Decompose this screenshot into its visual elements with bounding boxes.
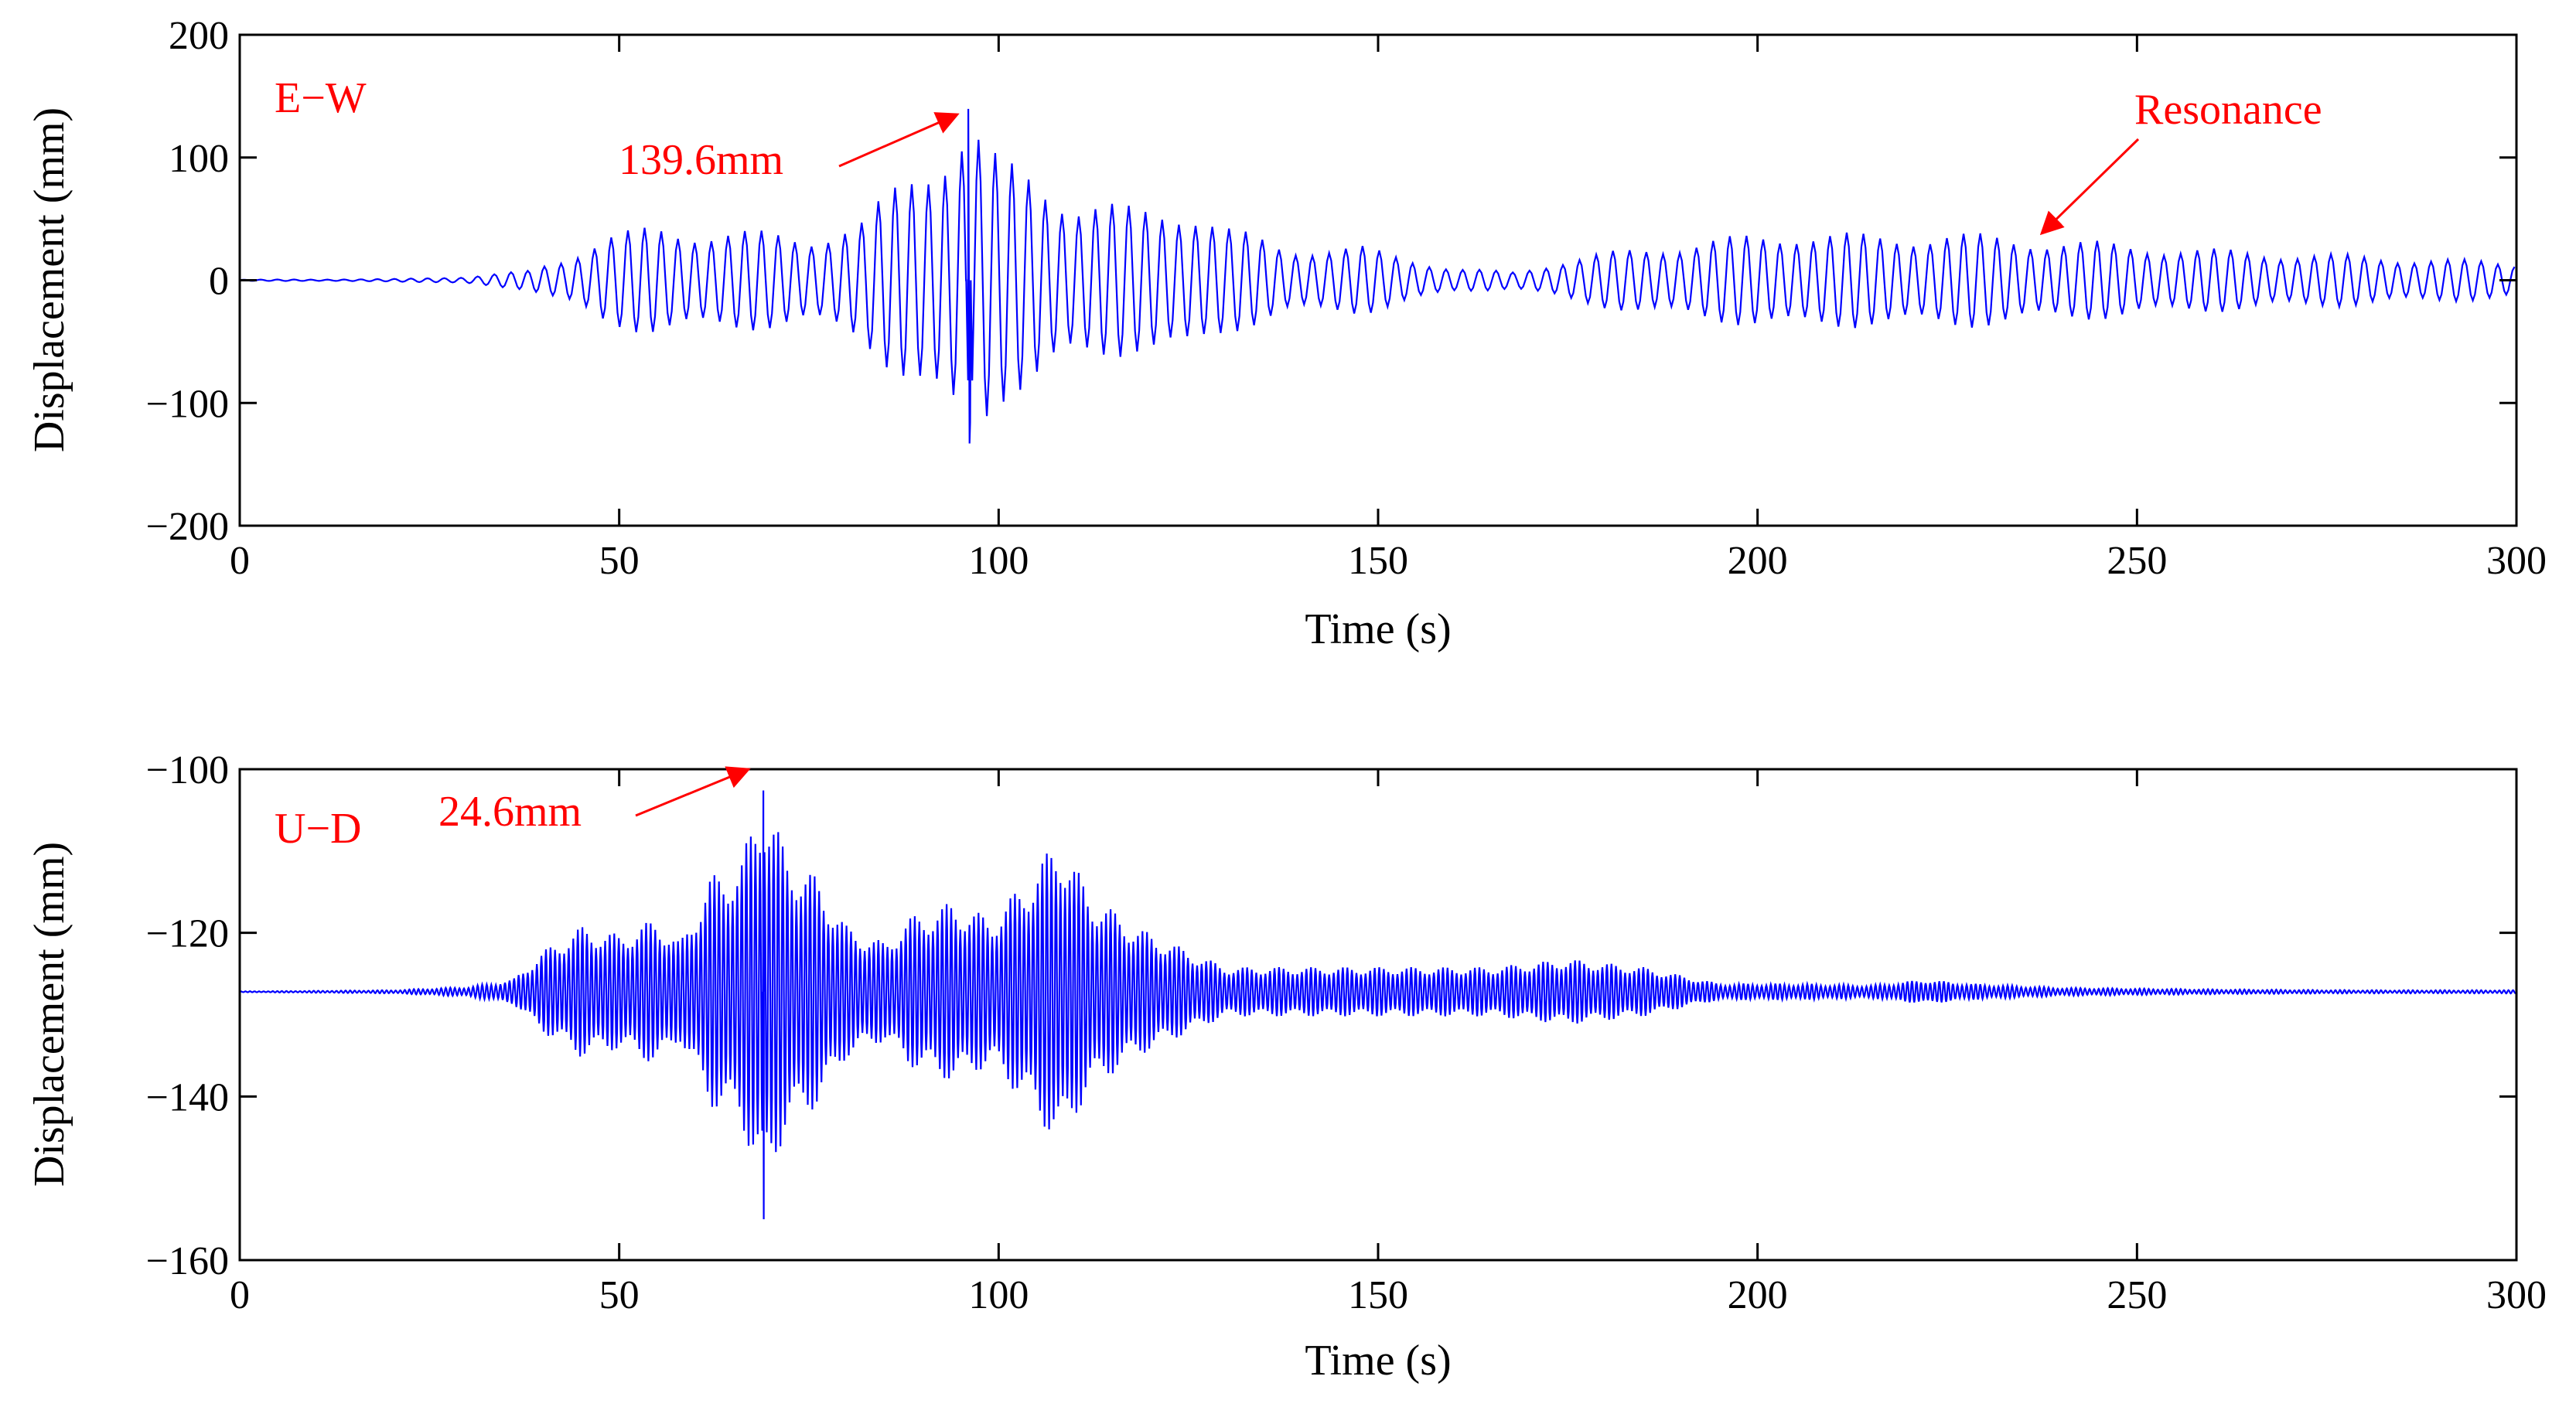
panel-ud: 0 50 100 150 200 250 300 −100 −120 −140 −160 U−D D… bbox=[26, 748, 2547, 1385]
x-tick-label-ew: 0 bbox=[230, 539, 250, 583]
series-line-ud bbox=[239, 790, 2517, 1220]
x-tick-label-ud: 200 bbox=[1728, 1273, 1788, 1317]
panel-label-ud: U−D bbox=[275, 805, 361, 853]
y-tick-label-ew: −100 bbox=[146, 382, 229, 426]
panel-label-ew: E−W bbox=[275, 74, 367, 122]
x-tick-label-ud: 0 bbox=[230, 1273, 250, 1317]
y-tick-label-ud: −160 bbox=[146, 1239, 229, 1283]
annotation-resonance-ew: Resonance bbox=[2134, 86, 2322, 134]
panel-ew: 0 50 100 150 200 250 300 200 100 0 −100 −200 E−W Di… bbox=[26, 14, 2547, 653]
xlabel-ud: Time (s) bbox=[1305, 1337, 1451, 1385]
y-tick-label-ud: −120 bbox=[146, 912, 229, 956]
x-tick-label-ew: 150 bbox=[1348, 539, 1408, 583]
x-tick-label-ud: 100 bbox=[968, 1273, 1029, 1317]
y-tick-label-ud: −140 bbox=[146, 1075, 229, 1119]
annotation-peak-ew: 139.6mm bbox=[619, 136, 783, 184]
plot-area-ud bbox=[240, 769, 2516, 1260]
x-tick-label-ew: 200 bbox=[1728, 539, 1788, 583]
xlabel-ew: Time (s) bbox=[1305, 605, 1451, 653]
series-line-ew bbox=[239, 108, 2516, 444]
plot-area-ew bbox=[240, 35, 2516, 526]
x-tick-label-ew: 250 bbox=[2107, 539, 2167, 583]
annotation-arrow-resonance-ew bbox=[2039, 138, 2140, 236]
annotation-peak-ud: 24.6mm bbox=[438, 788, 582, 836]
axes-frame-ud bbox=[238, 768, 2518, 1262]
y-tick-label-ud: −100 bbox=[146, 748, 229, 792]
annotation-arrow-peak-ud bbox=[635, 766, 751, 817]
axes-frame-ew bbox=[238, 33, 2518, 527]
y-tick-label-ew: 200 bbox=[169, 14, 229, 58]
x-tick-label-ud: 300 bbox=[2486, 1273, 2547, 1317]
ticks-ew: 0 50 100 150 200 250 300 200 100 0 −100 −200 bbox=[146, 14, 2547, 583]
y-tick-label-ew: 0 bbox=[209, 260, 229, 304]
x-tick-label-ew: 50 bbox=[599, 539, 640, 583]
series-ew bbox=[239, 108, 2516, 444]
x-tick-label-ud: 150 bbox=[1348, 1273, 1408, 1317]
x-tick-label-ew: 100 bbox=[968, 539, 1029, 583]
y-tick-label-ew: −200 bbox=[146, 505, 229, 549]
ylabel-ew: Displacement (mm) bbox=[26, 107, 73, 452]
x-tick-label-ew: 300 bbox=[2486, 539, 2547, 583]
x-tick-label-ud: 250 bbox=[2107, 1273, 2167, 1317]
annotation-arrow-peak-ew bbox=[838, 112, 960, 168]
ylabel-ud: Displacement (mm) bbox=[26, 842, 73, 1187]
series-ud bbox=[239, 790, 2517, 1220]
x-tick-label-ud: 50 bbox=[599, 1273, 640, 1317]
y-tick-label-ew: 100 bbox=[169, 137, 229, 181]
